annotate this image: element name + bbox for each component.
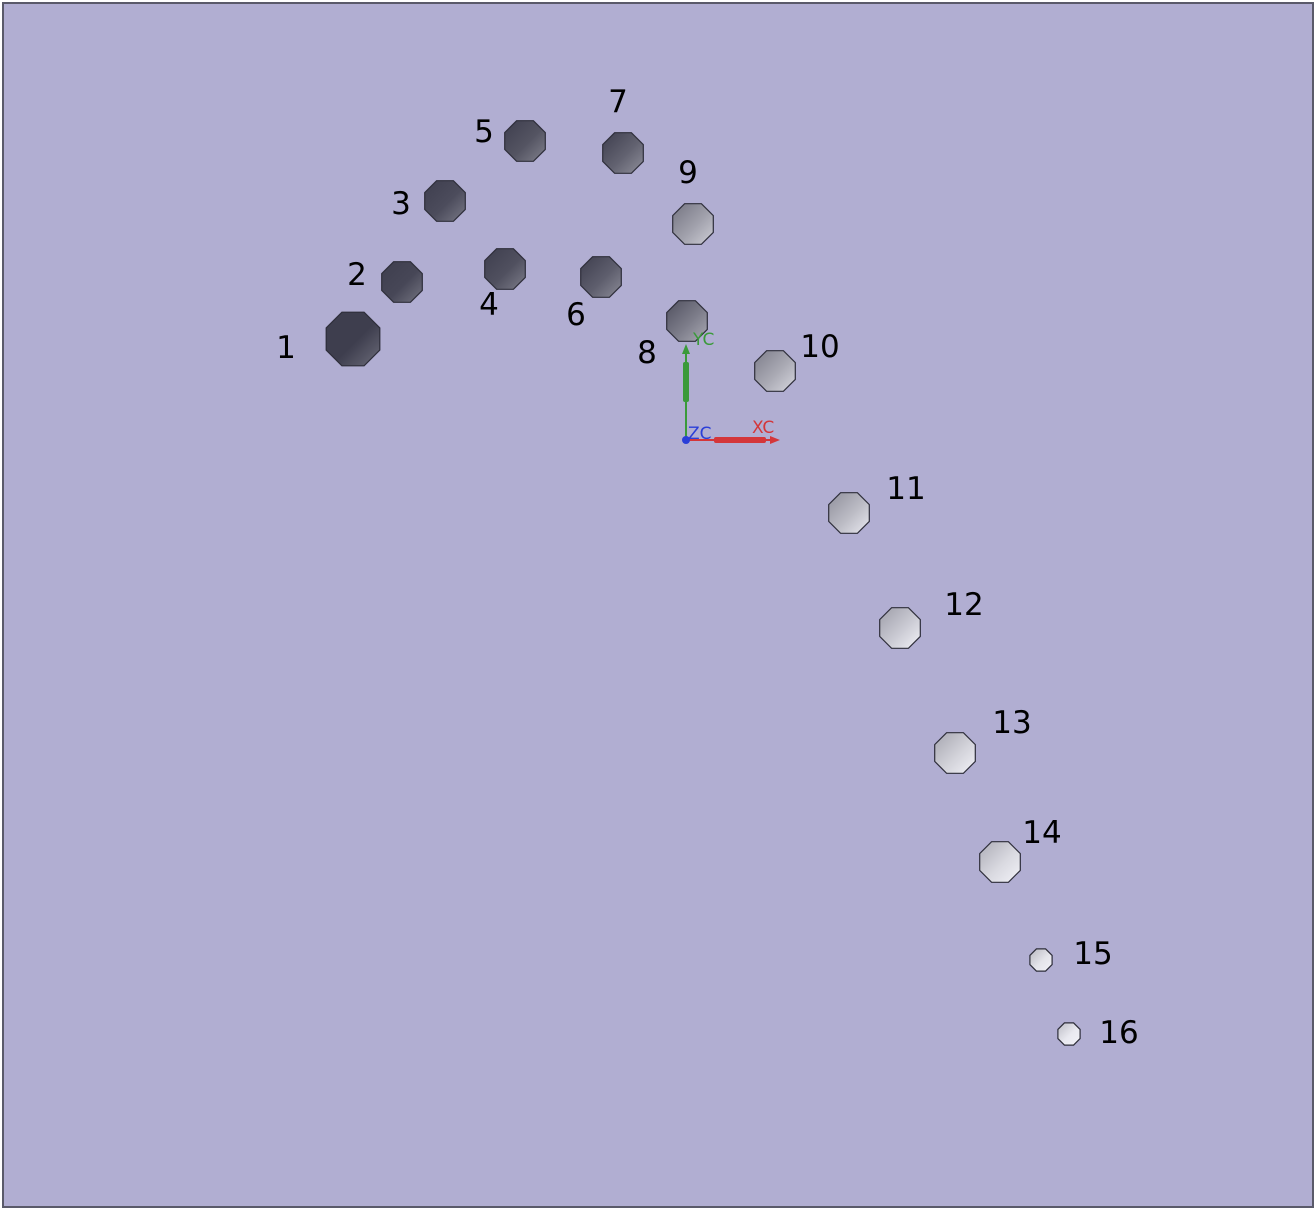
hole-label: 16 bbox=[1099, 1015, 1138, 1051]
octagon-hole-icon[interactable] bbox=[828, 492, 870, 534]
y-axis-label: YC bbox=[692, 330, 714, 350]
hole-label: 11 bbox=[886, 471, 925, 507]
hole-label: 9 bbox=[678, 155, 698, 191]
hole-label: 3 bbox=[391, 186, 411, 222]
octagon-hole-icon[interactable] bbox=[879, 607, 921, 649]
hole-9[interactable]: 9 bbox=[672, 155, 714, 245]
octagon-hole-icon[interactable] bbox=[381, 261, 423, 303]
hole-13[interactable]: 13 bbox=[934, 705, 1032, 774]
z-axis-origin-icon[interactable] bbox=[682, 436, 690, 444]
octagon-hole-icon[interactable] bbox=[580, 256, 622, 298]
hole-4[interactable]: 4 bbox=[479, 248, 526, 323]
hole-label: 15 bbox=[1073, 936, 1112, 972]
hole-15[interactable]: 15 bbox=[1029, 936, 1113, 972]
hole-label: 13 bbox=[992, 705, 1031, 741]
hole-2[interactable]: 2 bbox=[347, 257, 423, 303]
octagon-hole-icon[interactable] bbox=[672, 203, 714, 245]
hole-8[interactable]: 8 bbox=[637, 300, 708, 371]
octagon-hole-icon[interactable] bbox=[1057, 1022, 1081, 1046]
hole-3[interactable]: 3 bbox=[391, 180, 466, 222]
hole-16[interactable]: 16 bbox=[1057, 1015, 1139, 1051]
hole-1[interactable]: 1 bbox=[276, 311, 381, 367]
hole-14[interactable]: 14 bbox=[979, 815, 1062, 883]
octagon-hole-icon[interactable] bbox=[325, 311, 381, 367]
hole-7[interactable]: 7 bbox=[602, 84, 644, 174]
x-axis-arrow-icon bbox=[770, 436, 780, 444]
hole-label: 12 bbox=[944, 587, 983, 623]
hole-label: 5 bbox=[474, 114, 494, 150]
wcs-axis-triad-icon[interactable]: YC XC ZC bbox=[682, 330, 780, 444]
octagon-hole-icon[interactable] bbox=[602, 132, 644, 174]
hole-11[interactable]: 11 bbox=[828, 471, 926, 534]
hole-12[interactable]: 12 bbox=[879, 587, 984, 649]
hole-label: 4 bbox=[479, 287, 499, 323]
octagon-hole-icon[interactable] bbox=[979, 841, 1021, 883]
z-axis-label: ZC bbox=[688, 424, 712, 444]
hole-label: 14 bbox=[1022, 815, 1061, 851]
hole-10[interactable]: 10 bbox=[754, 329, 840, 392]
y-axis-handle[interactable] bbox=[683, 362, 689, 402]
octagon-hole-icon[interactable] bbox=[424, 180, 466, 222]
octagon-hole-icon[interactable] bbox=[754, 350, 796, 392]
octagon-hole-icon[interactable] bbox=[666, 300, 708, 342]
hole-label: 10 bbox=[800, 329, 839, 365]
hole-label: 8 bbox=[637, 335, 657, 371]
hole-label: 1 bbox=[276, 330, 296, 366]
octagon-hole-icon[interactable] bbox=[934, 732, 976, 774]
octagon-hole-icon[interactable] bbox=[504, 120, 546, 162]
hole-label: 6 bbox=[566, 297, 586, 333]
x-axis-handle[interactable] bbox=[714, 437, 766, 443]
octagon-hole-icon[interactable] bbox=[1029, 948, 1053, 972]
x-axis-label: XC bbox=[752, 418, 774, 438]
hole-label: 7 bbox=[608, 84, 628, 120]
hole-label: 2 bbox=[347, 257, 367, 293]
y-axis-arrow-icon bbox=[682, 344, 690, 354]
hole-6[interactable]: 6 bbox=[566, 256, 622, 333]
octagon-hole-icon[interactable] bbox=[484, 248, 526, 290]
hole-5[interactable]: 5 bbox=[474, 114, 546, 162]
